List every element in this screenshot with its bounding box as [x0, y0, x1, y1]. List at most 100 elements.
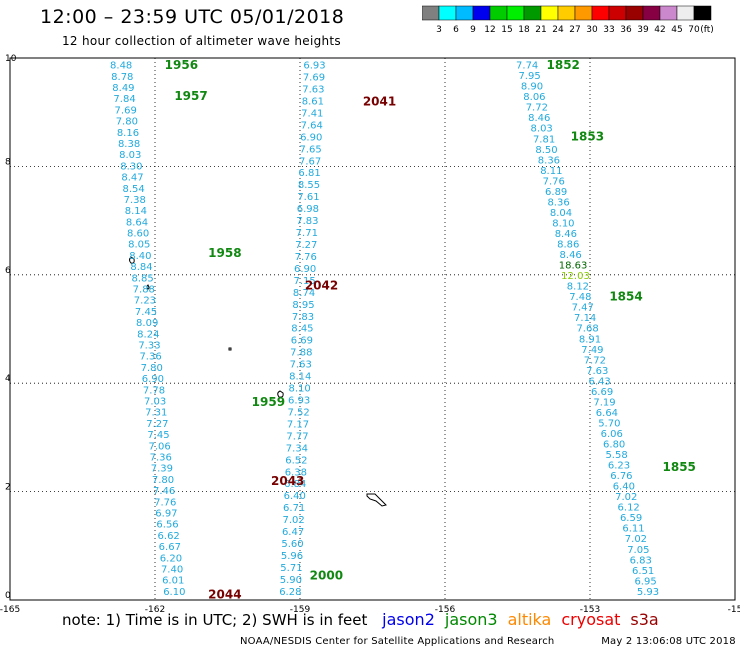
wave-height-value: 8.24 [137, 329, 159, 340]
wave-height-value: 7.45 [135, 307, 157, 318]
wave-height-value: 7.69 [303, 73, 325, 84]
wave-height-value: 8.14 [289, 372, 311, 383]
wave-height-value: 7.63 [302, 85, 324, 96]
wave-height-value: 8.05 [128, 240, 150, 251]
wave-height-value: 8.78 [111, 72, 133, 83]
colorbar-label: 27 [569, 25, 580, 35]
wave-height-value: 6.43 [589, 376, 611, 387]
island-outline [277, 390, 284, 398]
wave-height-value: 8.84 [130, 262, 152, 273]
lon-tick-label: -156 [435, 605, 456, 615]
wave-height-value: 6.59 [620, 513, 642, 524]
wave-height-value: 6.81 [298, 168, 320, 179]
wave-height-value: 7.76 [154, 497, 176, 508]
wave-height-value: 8.47 [121, 173, 143, 184]
colorbar-label: 42 [654, 25, 665, 35]
island-outline [146, 284, 150, 290]
wave-height-value: 6.20 [160, 553, 182, 564]
wave-height-value: 7.88 [290, 348, 312, 359]
wave-height-value: 7.68 [576, 324, 598, 335]
wave-height-value: 8.45 [291, 324, 313, 335]
colorbar-label: 3 [436, 25, 442, 35]
lat-tick-label: 10 [5, 54, 17, 64]
map-title: 12:00 – 23:59 UTC 05/01/2018 [40, 6, 345, 28]
pass-time-label: 2042 [305, 279, 338, 293]
wave-height-value: 8.91 [579, 334, 601, 345]
wave-height-value: 5.90 [280, 575, 302, 586]
colorbar-label: 21 [535, 25, 546, 35]
wave-height-value: 7.15 [293, 276, 315, 287]
wave-height-value: 8.03 [531, 124, 553, 135]
wave-height-value: 7.05 [627, 545, 649, 556]
wave-height-value: 6.90 [142, 374, 164, 385]
wave-height-value: 7.69 [115, 105, 137, 116]
legend-cryosat: cryosat [561, 610, 621, 629]
colorbar-unit: (ft) [700, 25, 714, 35]
wave-height-value: 7.78 [143, 385, 165, 396]
wave-height-value: 8.12 [567, 282, 589, 293]
wave-height-value: 6.93 [303, 61, 325, 72]
island-outline [129, 256, 135, 264]
wave-height-value: 7.27 [295, 240, 317, 251]
wave-height-value: 7.63 [290, 360, 312, 371]
footer-timestamp: May 2 13:06:08 UTC 2018 [601, 636, 736, 647]
wave-height-value: 6.95 [634, 576, 656, 587]
wave-height-value: 5.58 [605, 450, 627, 461]
wave-height-value: 7.63 [586, 366, 608, 377]
wave-height-value: 6.67 [159, 542, 181, 553]
wave-height-value: 8.03 [119, 150, 141, 161]
wave-height-value: 6.83 [630, 555, 652, 566]
wave-height-value: 7.49 [581, 345, 603, 356]
wave-height-value: 18.63 [559, 261, 588, 272]
wave-height-value: 7.80 [141, 363, 163, 374]
wave-height-value: 6.71 [283, 503, 305, 514]
wave-height-value: 8.46 [528, 113, 550, 124]
wave-height-value: 6.97 [155, 508, 177, 519]
pass-time-label: 1854 [609, 289, 642, 303]
wave-height-value: 8.60 [127, 229, 149, 240]
wave-height-value: 8.10 [289, 384, 311, 395]
pass-time-label: 2041 [363, 94, 396, 108]
wave-height-value: 7.02 [625, 534, 647, 545]
wave-height-value: 7.36 [139, 352, 161, 363]
wave-height-value: 8.06 [523, 92, 545, 103]
color-scale-legend: 3 6 9 12 15 18 21 24 27 30 33 36 39 42 45 70 (ft) [422, 5, 714, 35]
wave-height-value: 6.80 [603, 440, 625, 451]
wave-height-value: 7.45 [147, 430, 169, 441]
wave-height-value: 7.83 [292, 312, 314, 323]
wave-height-value: 5.60 [281, 539, 303, 550]
wave-height-value: 7.77 [286, 431, 308, 442]
wave-height-value: 5.96 [281, 551, 303, 562]
wave-height-value: 8.38 [118, 139, 140, 150]
wave-height-value: 6.64 [596, 408, 618, 419]
colorbar-label: 33 [603, 25, 614, 35]
footer-credit: NOAA/NESDIS Center for Satellite Applica… [240, 636, 555, 647]
pass-time-label: 1959 [252, 395, 285, 409]
wave-height-value: 8.46 [560, 250, 582, 261]
pass-time-label: 2044 [208, 588, 241, 602]
pass-time-label: 2000 [310, 569, 343, 583]
wave-height-value: 5.70 [598, 418, 620, 429]
wave-height-value: 7.36 [150, 453, 172, 464]
wave-height-value: 6.01 [162, 576, 184, 587]
wave-height-value: 8.49 [112, 83, 134, 94]
colorbar-label: 45 [671, 25, 682, 35]
wave-height-value: 6.40 [284, 491, 306, 502]
wave-height-value: 6.47 [282, 527, 304, 538]
wave-height-value: 6.51 [632, 566, 654, 577]
wave-height-value: 6.52 [285, 455, 307, 466]
lon-tick-label: -153 [580, 605, 600, 615]
wave-height-value: 7.47 [572, 303, 594, 314]
wave-height-value: 8.74 [293, 288, 315, 299]
pass-time-label: 2043 [271, 474, 304, 488]
wave-height-value: 8.90 [521, 82, 543, 93]
wave-height-value: 7.88 [133, 285, 155, 296]
wave-height-value: 7.52 [287, 407, 309, 418]
wave-height-value: 6.84 [284, 479, 306, 490]
wave-height-value: 6.10 [163, 587, 185, 598]
pass-time-label: 1957 [174, 89, 207, 103]
wave-height-value: 8.10 [552, 218, 574, 229]
wave-height-value: 8.61 [302, 96, 324, 107]
wave-height-value: 8.14 [125, 206, 147, 217]
legend-s3a: s3a [630, 610, 659, 629]
